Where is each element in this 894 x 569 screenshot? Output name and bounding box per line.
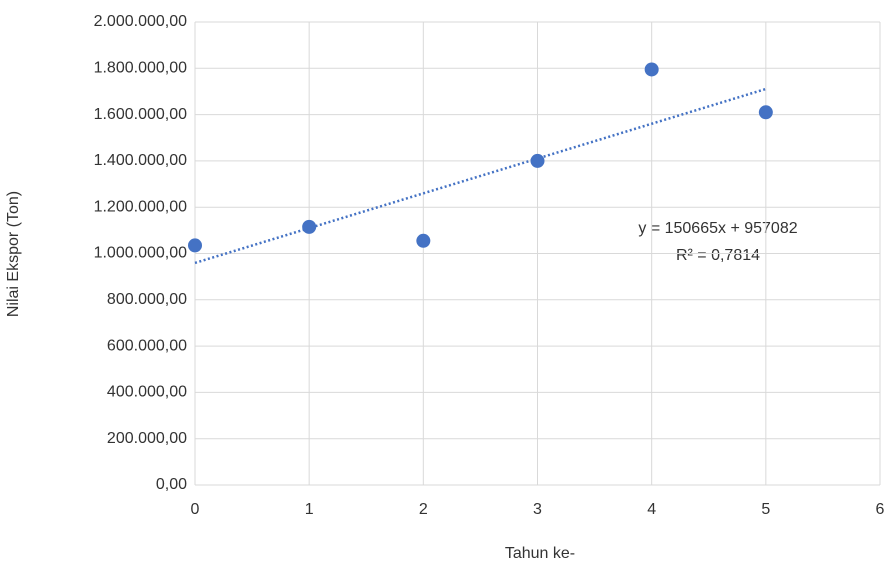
x-axis-label: Tahun ke- [505,545,575,562]
y-tick-label: 2.000.000,00 [94,13,188,30]
x-tick-label: 3 [533,501,542,518]
y-tick-label: 1.400.000,00 [94,152,188,169]
y-tick-label: 200.000,00 [107,430,187,447]
data-point [188,238,202,252]
x-tick-label: 4 [647,501,656,518]
x-tick-label: 0 [191,501,200,518]
x-tick-label: 6 [876,501,885,518]
y-tick-label: 800.000,00 [107,291,187,308]
y-tick-label: 0,00 [156,476,187,493]
trendline-equation: y = 150665x + 957082 [638,220,797,237]
data-point [531,154,545,168]
data-point [416,234,430,248]
x-tick-label: 5 [761,501,770,518]
data-point [302,220,316,234]
data-point [759,105,773,119]
y-tick-label: 1.800.000,00 [94,60,188,77]
x-tick-label: 1 [305,501,314,518]
chart: Tahun ke- Nilai Ekspor (Ton) y = 150665x… [0,0,894,569]
y-tick-label: 600.000,00 [107,337,187,354]
y-axis-label: Nilai Ekspor (Ton) [5,191,22,317]
y-tick-label: 1.000.000,00 [94,245,188,262]
data-point [645,62,659,76]
y-tick-label: 1.600.000,00 [94,106,188,123]
trendline-r-squared: R² = 0,7814 [676,247,760,264]
y-tick-label: 400.000,00 [107,384,187,401]
y-tick-label: 1.200.000,00 [94,198,188,215]
x-tick-label: 2 [419,501,428,518]
